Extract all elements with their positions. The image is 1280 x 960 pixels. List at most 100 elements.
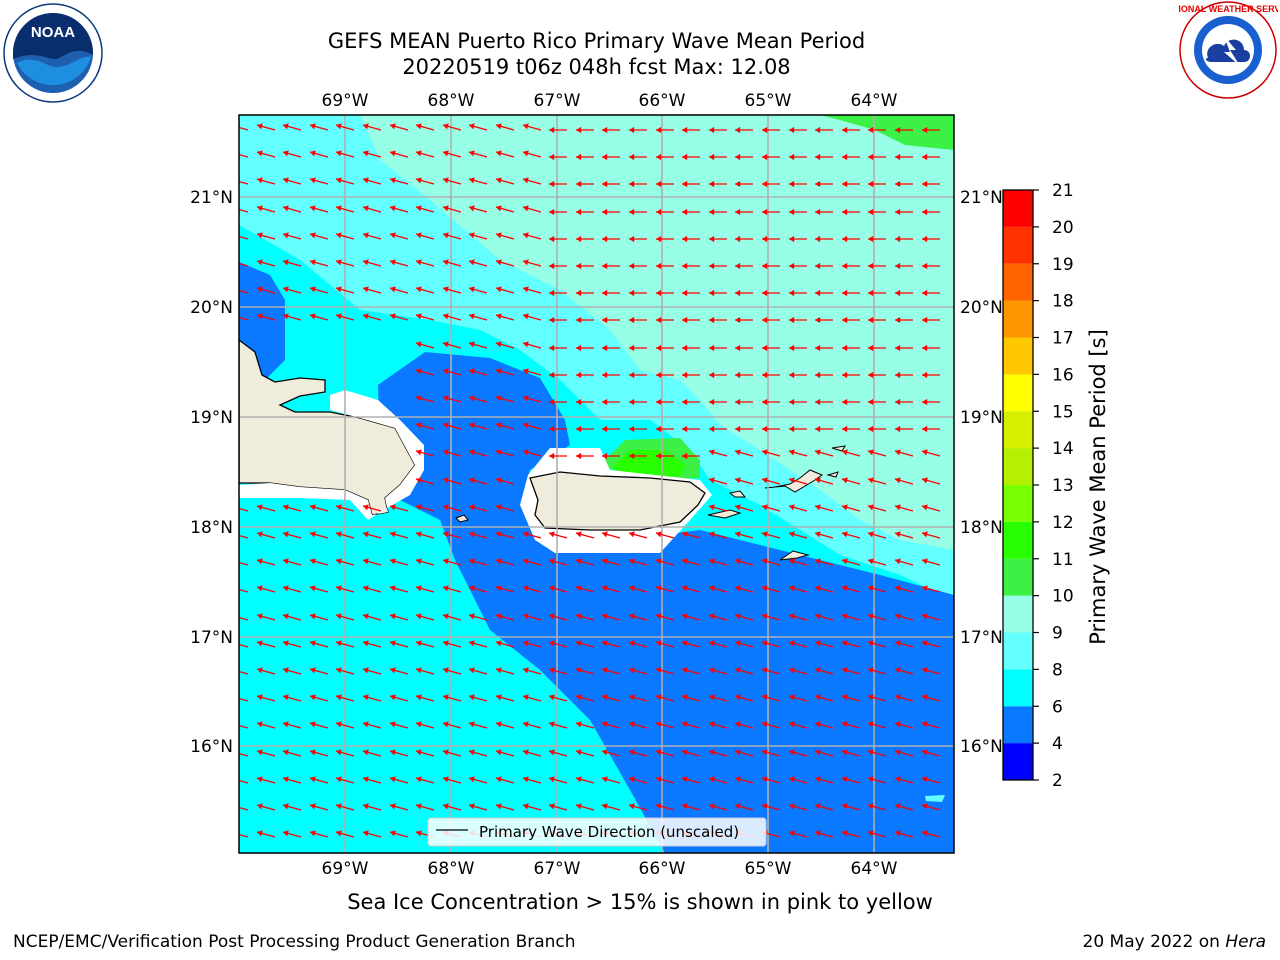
wave-arrow <box>629 262 647 270</box>
wave-arrow <box>788 667 808 675</box>
wave-arrow <box>362 558 382 566</box>
wave-arrow <box>602 153 620 161</box>
wave-arrow <box>814 776 834 784</box>
wave-arrow <box>628 558 648 566</box>
noaa-logo-text: NOAA <box>31 24 75 41</box>
wave-arrow <box>762 316 780 324</box>
wave-arrow <box>548 803 568 811</box>
colorbar-tick-label: 12 <box>1052 513 1074 533</box>
wave-arrow <box>868 289 886 297</box>
wave-arrow <box>708 749 728 757</box>
wave-arrow <box>841 449 861 457</box>
wave-arrow <box>842 344 860 352</box>
wave-arrow <box>468 558 488 566</box>
wave-arrow <box>239 588 249 593</box>
wave-arrow <box>761 558 781 566</box>
wave-arrow <box>921 694 941 702</box>
wave-arrow <box>522 259 542 267</box>
wave-arrow <box>389 232 409 240</box>
colorbar-segment <box>1003 374 1033 412</box>
wave-arrow <box>335 177 355 185</box>
wave-arrow <box>656 153 674 161</box>
wave-arrow <box>655 776 675 784</box>
wave-arrow <box>815 235 833 243</box>
wave-arrow <box>335 667 355 675</box>
wave-arrow <box>256 150 276 158</box>
wave-arrow <box>389 259 409 267</box>
wave-arrow <box>894 449 914 457</box>
wave-arrow <box>656 289 674 297</box>
wave-arrow <box>239 235 249 240</box>
wave-arrow <box>815 289 833 297</box>
wave-arrow <box>442 531 462 539</box>
wave-arrow <box>895 398 913 406</box>
wave-arrow <box>682 371 700 379</box>
wave-arrow <box>629 371 647 379</box>
wave-arrow <box>309 776 329 784</box>
wave-arrow <box>548 640 568 648</box>
wave-arrow <box>815 153 833 161</box>
wave-arrow <box>576 316 594 324</box>
wave-arrow <box>709 289 727 297</box>
wave-arrow <box>415 341 435 349</box>
wave-arrow <box>239 507 249 512</box>
wave-arrow <box>761 640 781 648</box>
wave-arrow <box>389 776 409 784</box>
wave-arrow <box>788 721 808 729</box>
wave-arrow <box>867 749 887 757</box>
latitude-labels-left: 21°N 20°N 19°N 18°N 17°N 16°N <box>190 188 233 757</box>
wave-arrow <box>681 776 701 784</box>
wave-arrow <box>309 721 329 729</box>
wave-arrow <box>708 585 728 593</box>
wave-arrow <box>335 286 355 294</box>
wave-arrow <box>628 721 648 729</box>
wave-arrow <box>415 313 435 321</box>
wave-arrow <box>682 452 700 460</box>
colorbar-tick-label: 17 <box>1052 329 1074 349</box>
lat-label-left: 19°N <box>190 408 233 428</box>
wave-arrow <box>789 344 807 352</box>
wave-arrow <box>575 776 595 784</box>
wave-arrow <box>576 262 594 270</box>
wave-arrow <box>415 694 435 702</box>
wave-arrow <box>628 585 648 593</box>
wave-arrow <box>282 830 302 838</box>
wave-arrow <box>362 232 382 240</box>
wave-arrow <box>814 667 834 675</box>
wave-arrow <box>895 344 913 352</box>
wave-arrow <box>415 749 435 757</box>
wave-arrow <box>468 395 488 403</box>
wave-arrow <box>841 776 861 784</box>
wave-arrow <box>762 126 780 134</box>
wave-arrow <box>389 504 409 512</box>
wave-arrow <box>814 558 834 566</box>
wave-arrow <box>522 449 542 457</box>
wave-arrow <box>239 697 249 702</box>
wave-arrow <box>468 694 488 702</box>
colorbar-segment <box>1003 448 1033 485</box>
wave-arrow <box>656 316 674 324</box>
wave-arrow <box>415 422 435 430</box>
wave-arrow <box>415 640 435 648</box>
wave-arrow <box>389 613 409 621</box>
wave-arrow <box>788 531 808 539</box>
wave-arrow <box>656 262 674 270</box>
wave-arrow <box>841 613 861 621</box>
colorbar-segment <box>1003 521 1033 559</box>
wave-arrow <box>921 504 941 512</box>
wave-arrow <box>335 749 355 757</box>
wave-arrow <box>789 262 807 270</box>
colorbar-segment <box>1003 337 1033 375</box>
wave-arrow <box>734 504 754 512</box>
wave-arrow <box>282 667 302 675</box>
wave-arrow <box>309 694 329 702</box>
wave-arrow <box>522 585 542 593</box>
wave-arrow <box>788 694 808 702</box>
wave-arrow <box>495 449 515 457</box>
wave-arrow <box>549 371 567 379</box>
wave-arrow <box>389 177 409 185</box>
wave-arrow <box>734 803 754 811</box>
wave-arrow <box>389 558 409 566</box>
wave-arrow <box>442 721 462 729</box>
wave-arrow <box>867 585 887 593</box>
